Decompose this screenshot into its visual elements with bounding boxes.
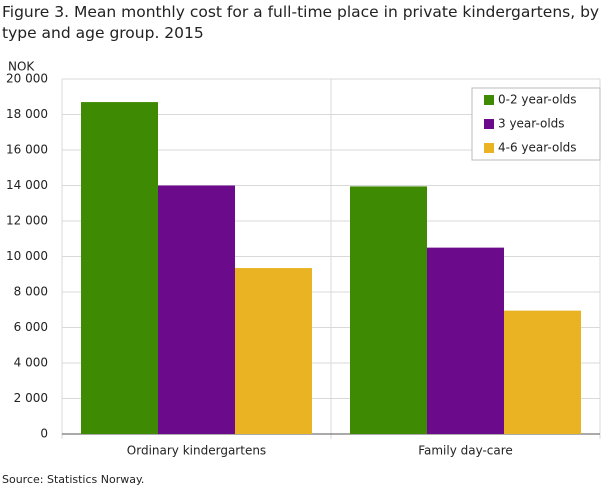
x-tick-label: Ordinary kindergartens <box>127 444 266 458</box>
legend-swatch <box>484 143 494 153</box>
bar <box>81 102 158 434</box>
y-tick-label: 16 000 <box>6 143 48 157</box>
legend-label: 0-2 year-olds <box>498 93 577 107</box>
x-tick-label: Family day-care <box>418 444 513 458</box>
legend-swatch <box>484 119 494 129</box>
source: Source: Statistics Norway. <box>2 473 144 486</box>
y-tick-label: 2 000 <box>14 391 48 405</box>
y-tick-label: 12 000 <box>6 214 48 228</box>
y-tick-label: 4 000 <box>14 356 48 370</box>
y-tick-label: 10 000 <box>6 249 48 263</box>
legend-swatch <box>484 95 494 105</box>
y-tick-label: 0 <box>40 427 48 441</box>
legend-label: 3 year-olds <box>498 117 565 131</box>
bar <box>350 186 427 434</box>
y-tick-label: 14 000 <box>6 178 48 192</box>
y-axis-label: NOK <box>8 60 35 74</box>
y-tick-label: 8 000 <box>14 285 48 299</box>
y-tick-label: 20 000 <box>6 72 48 86</box>
bar <box>235 268 312 434</box>
bar <box>158 185 235 434</box>
y-tick-label: 18 000 <box>6 107 48 121</box>
legend-label: 4-6 year-olds <box>498 141 577 155</box>
y-tick-label: 6 000 <box>14 320 48 334</box>
bar <box>504 310 581 434</box>
bar <box>427 247 504 434</box>
chart-title: Figure 3. Mean monthly cost for a full-t… <box>2 3 600 42</box>
